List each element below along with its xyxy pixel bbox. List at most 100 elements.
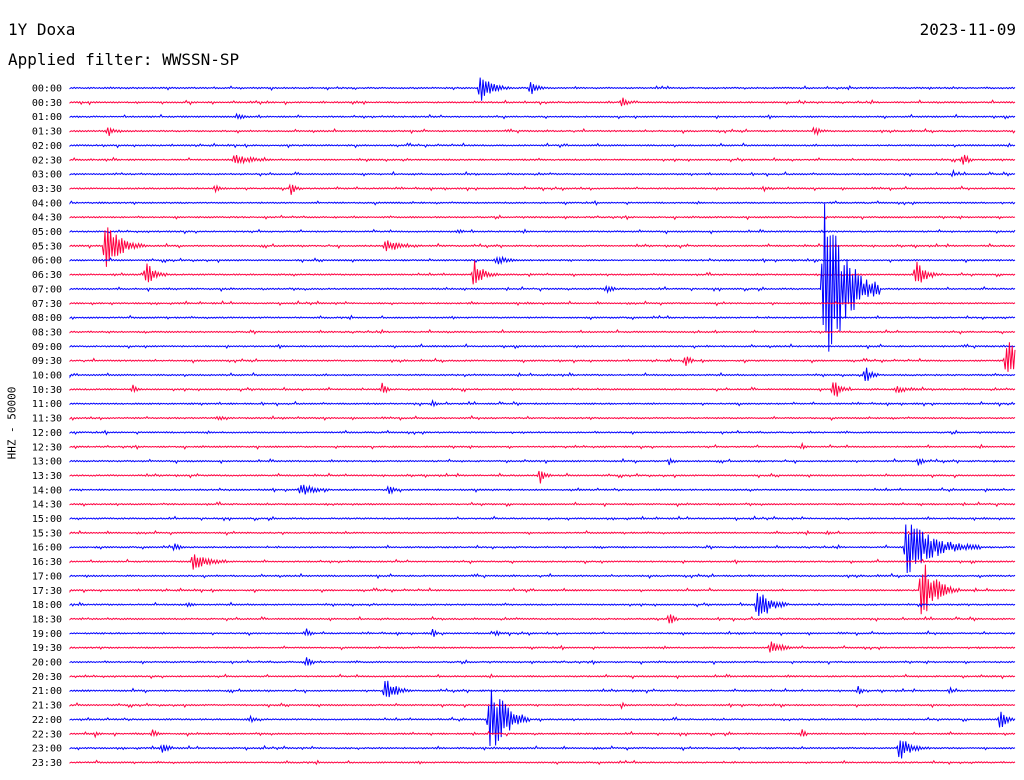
time-label: 11:30 <box>32 414 62 425</box>
trace-line <box>69 214 1016 221</box>
trace-line <box>69 227 1016 267</box>
time-label: 03:30 <box>32 184 62 195</box>
trace-line <box>69 228 1016 235</box>
time-label: 13:30 <box>32 471 62 482</box>
time-label: 10:00 <box>32 371 62 382</box>
trace-line <box>69 592 1016 617</box>
trace-line <box>69 154 1016 165</box>
trace-line <box>69 126 1016 137</box>
time-label: 18:30 <box>32 614 62 625</box>
time-label: 03:00 <box>32 170 62 181</box>
trace-line <box>69 470 1016 484</box>
time-label: 20:00 <box>32 658 62 669</box>
time-label: 17:00 <box>32 571 62 582</box>
trace-line <box>69 328 1016 335</box>
trace-line <box>69 142 1016 149</box>
time-label: 06:30 <box>32 270 62 281</box>
time-label: 16:30 <box>32 557 62 568</box>
time-label: 09:00 <box>32 342 62 353</box>
time-label: 15:00 <box>32 514 62 525</box>
trace-line <box>69 314 1016 321</box>
trace-line <box>69 501 1016 508</box>
time-label: 07:30 <box>32 299 62 310</box>
trace-line <box>69 343 1016 350</box>
trace-line <box>69 529 1016 536</box>
time-label: 19:30 <box>32 643 62 654</box>
trace-line <box>69 759 1016 766</box>
trace-line <box>69 628 1016 637</box>
trace-line <box>69 740 1016 759</box>
trace-line <box>69 441 1016 450</box>
trace-line <box>69 399 1016 408</box>
trace-line <box>69 515 1016 522</box>
time-label: 12:30 <box>32 442 62 453</box>
time-label: 00:30 <box>32 98 62 109</box>
trace-line <box>69 641 1016 653</box>
trace-line <box>69 367 1016 381</box>
trace-line <box>69 572 1016 580</box>
time-label: 21:00 <box>32 686 62 697</box>
time-label: 00:00 <box>32 84 62 95</box>
trace-line <box>69 382 1016 397</box>
trace-line <box>69 614 1016 624</box>
trace-line <box>69 77 1016 101</box>
time-label: 02:30 <box>32 155 62 166</box>
trace-line <box>69 183 1016 195</box>
trace-line <box>69 701 1016 710</box>
time-label: 22:00 <box>32 715 62 726</box>
time-label: 14:30 <box>32 500 62 511</box>
time-label: 06:00 <box>32 256 62 267</box>
time-label: 17:30 <box>32 586 62 597</box>
trace-line <box>69 342 1016 372</box>
time-label: 01:00 <box>32 112 62 123</box>
time-label: 10:30 <box>32 385 62 396</box>
time-label: 07:00 <box>32 284 62 295</box>
time-label: 12:00 <box>32 428 62 439</box>
trace-group <box>69 77 1016 766</box>
time-label: 22:30 <box>32 729 62 740</box>
trace-line <box>69 680 1016 698</box>
trace-line <box>69 203 1016 352</box>
date-label: 2023-11-09 <box>919 20 1016 39</box>
time-label: 04:00 <box>32 198 62 209</box>
trace-line <box>69 484 1016 495</box>
time-label: 16:00 <box>32 543 62 554</box>
time-label: 08:00 <box>32 313 62 324</box>
time-label: 04:30 <box>32 213 62 224</box>
trace-line <box>69 112 1016 120</box>
trace-line <box>69 414 1016 421</box>
time-label: 11:00 <box>32 399 62 410</box>
trace-line <box>69 300 1016 307</box>
time-label: 01:30 <box>32 127 62 138</box>
trace-line <box>69 168 1016 178</box>
trace-line <box>69 729 1016 739</box>
time-label: 08:30 <box>32 327 62 338</box>
time-label: 23:00 <box>32 744 62 755</box>
time-label: 14:00 <box>32 485 62 496</box>
trace-line <box>69 673 1016 680</box>
trace-line <box>69 564 1016 615</box>
time-label: 23:30 <box>32 758 62 769</box>
trace-line <box>69 524 1016 574</box>
time-label: 13:00 <box>32 457 62 468</box>
time-label: 05:00 <box>32 227 62 238</box>
time-label: 09:30 <box>32 356 62 367</box>
time-label: 02:00 <box>32 141 62 152</box>
time-label: 21:30 <box>32 701 62 712</box>
time-label: 19:00 <box>32 629 62 640</box>
time-label: 15:30 <box>32 528 62 539</box>
filter-label: Applied filter: WWSSN-SP <box>8 50 240 69</box>
trace-line <box>69 429 1016 436</box>
time-label: 18:00 <box>32 600 62 611</box>
station-title: 1Y Doxa <box>8 20 76 39</box>
trace-line <box>69 260 1016 285</box>
trace-line <box>69 689 1016 747</box>
trace-line <box>69 199 1016 206</box>
time-label: 05:30 <box>32 241 62 252</box>
trace-line <box>69 657 1016 667</box>
trace-line <box>69 255 1016 265</box>
trace-line <box>69 554 1016 570</box>
time-label: 20:30 <box>32 672 62 683</box>
time-label-group: 00:00 00:30 01:00 01:30 02:00 02:30 03:00 03:30… <box>32 84 62 769</box>
